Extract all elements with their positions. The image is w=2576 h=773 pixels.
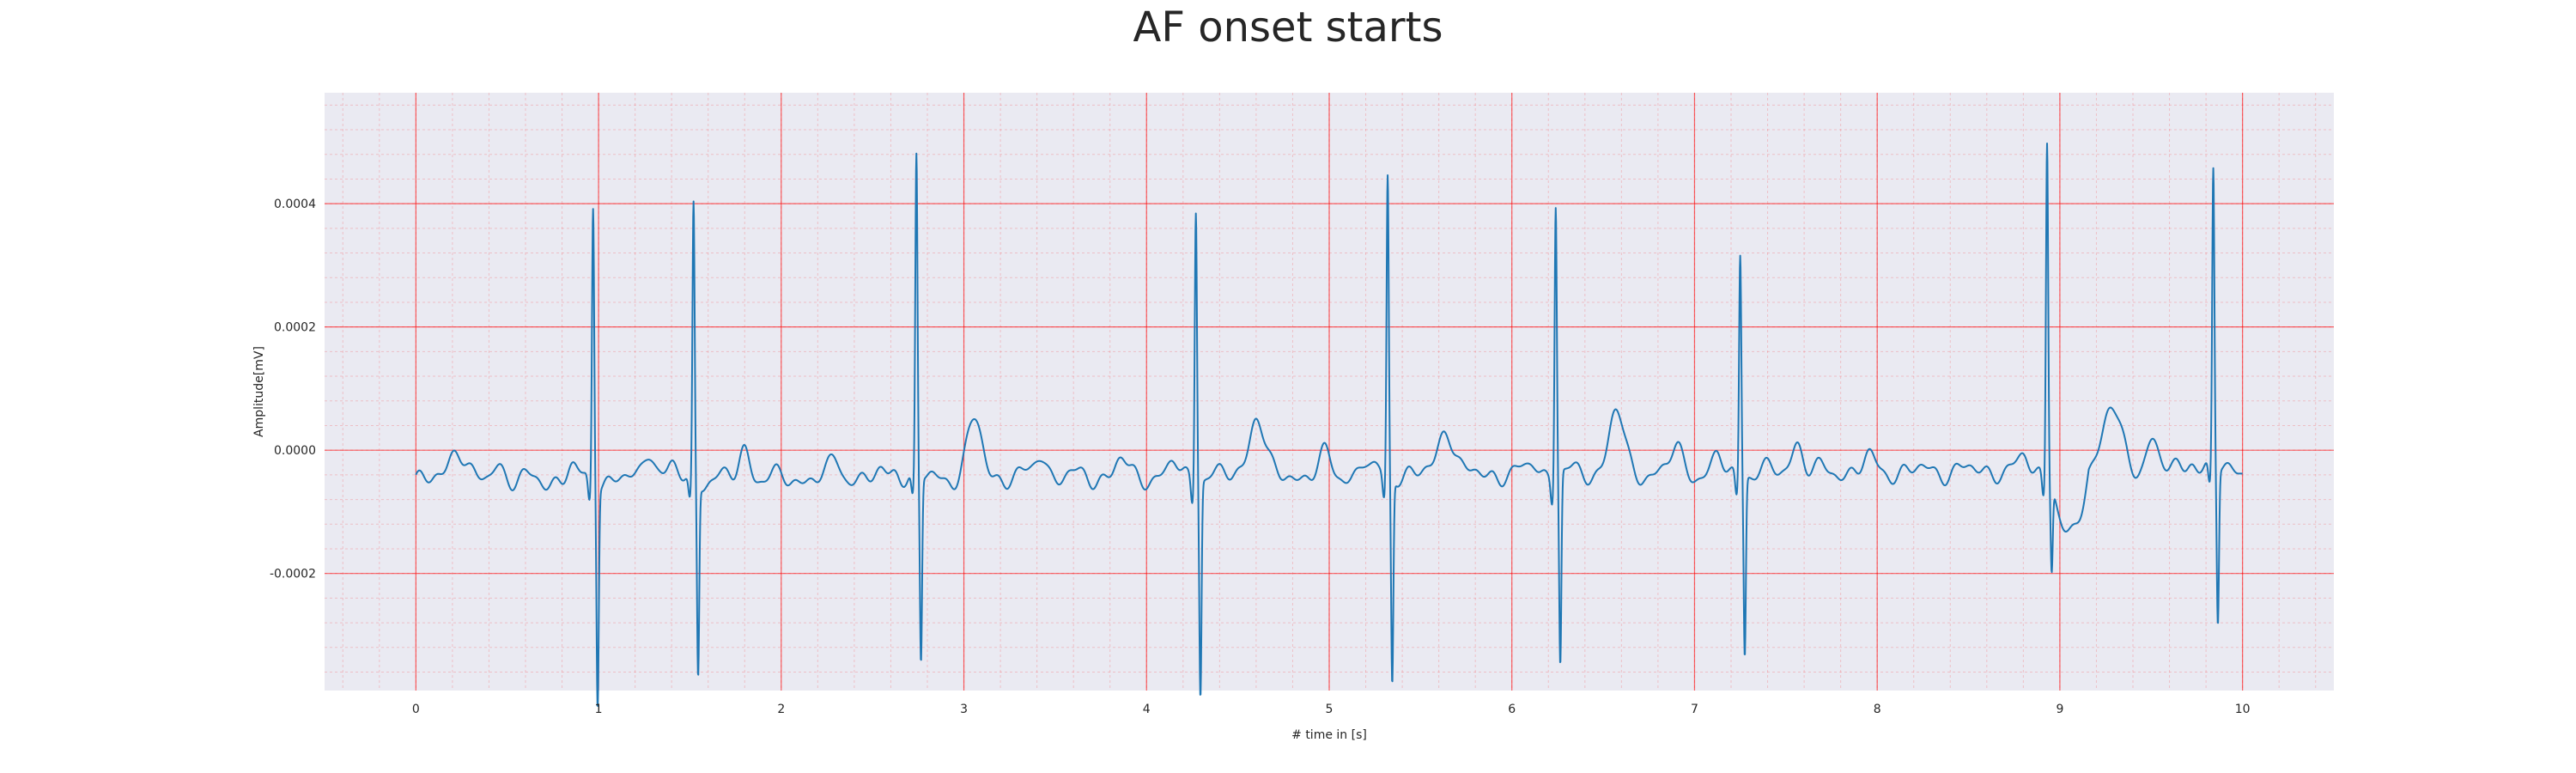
- chart-title: AF onset starts: [1133, 3, 1443, 52]
- x-tick-label: 1: [595, 703, 603, 716]
- x-tick-labels: 0 1 2 3 4 5 6 7 8 9 10: [412, 703, 2251, 716]
- x-tick-label: 2: [777, 703, 785, 716]
- x-tick-label: 6: [1508, 703, 1516, 716]
- y-tick-labels: -0.0002 0.0000 0.0002 0.0004: [270, 198, 316, 581]
- y-tick-label: 0.0004: [274, 198, 316, 211]
- y-tick-label: 0.0000: [274, 444, 316, 458]
- y-tick-label: -0.0002: [270, 568, 316, 581]
- y-axis-label: Amplitude[mV]: [252, 346, 266, 437]
- x-tick-label: 10: [2235, 703, 2251, 716]
- x-tick-label: 9: [2056, 703, 2063, 716]
- x-tick-label: 0: [412, 703, 420, 716]
- series-layer: [415, 142, 2244, 707]
- x-tick-label: 8: [1874, 703, 1881, 716]
- x-tick-label: 5: [1326, 703, 1334, 716]
- x-tick-label: 7: [1691, 703, 1698, 716]
- major-grid: [325, 93, 2334, 691]
- y-tick-label: 0.0002: [274, 321, 316, 335]
- x-tick-label: 3: [960, 703, 968, 716]
- x-axis-label: # time in [s]: [1291, 728, 1367, 742]
- ecg-series-line: [415, 142, 2244, 707]
- x-tick-label: 4: [1143, 703, 1151, 716]
